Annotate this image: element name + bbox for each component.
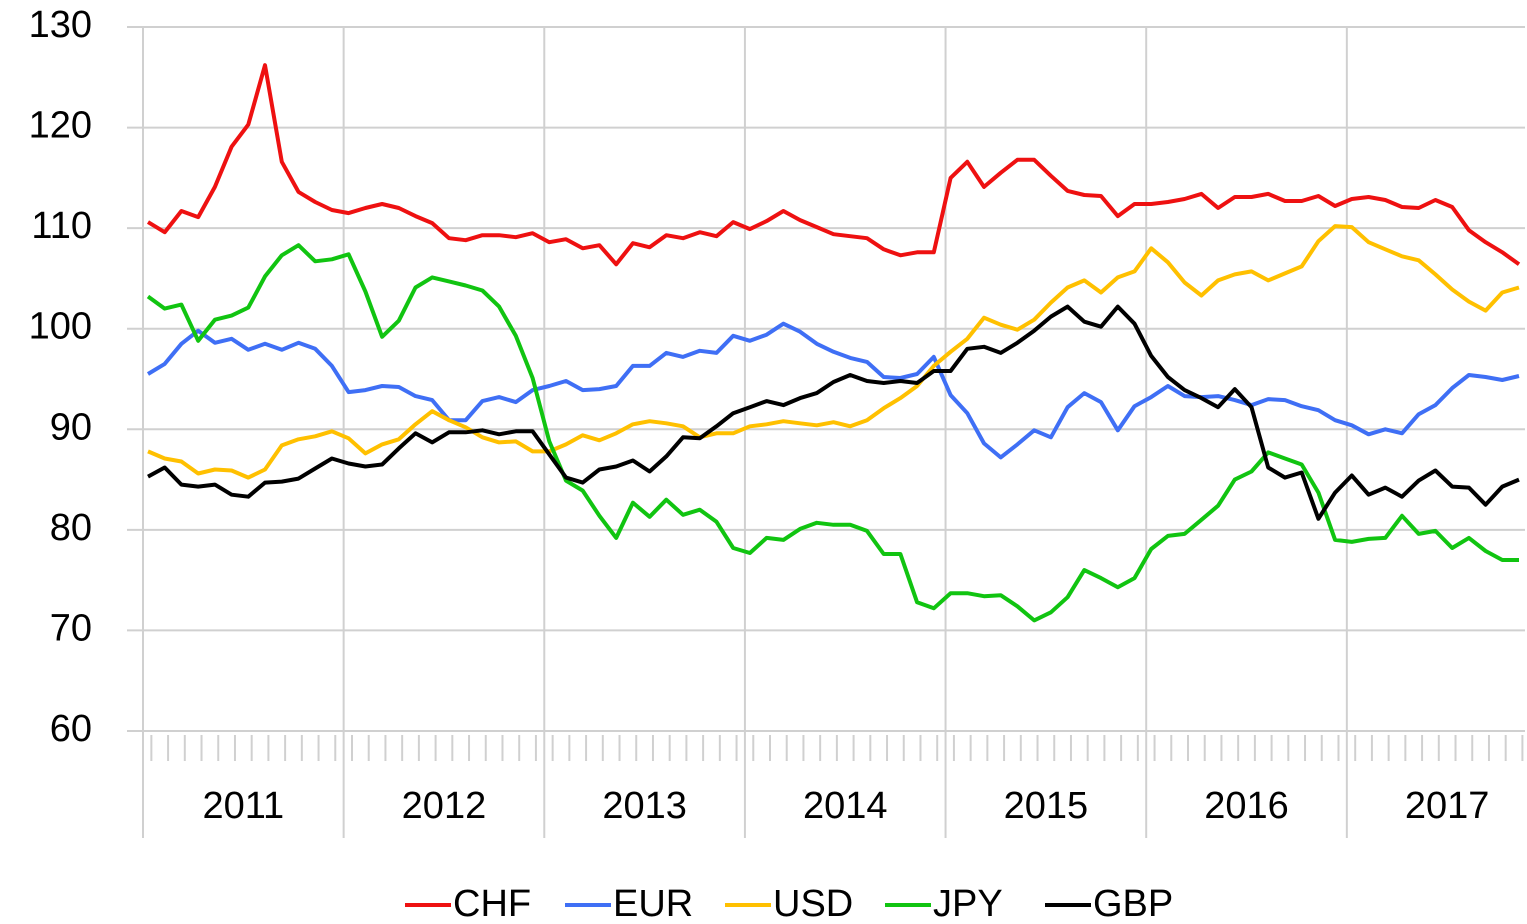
legend-label: CHF xyxy=(453,883,531,924)
legend-label: GBP xyxy=(1093,883,1173,924)
y-tick-label: 130 xyxy=(29,4,92,46)
legend-label: USD xyxy=(773,883,853,924)
y-tick-label: 80 xyxy=(50,507,92,549)
x-group-label: 2015 xyxy=(1004,785,1089,827)
y-tick-label: 70 xyxy=(50,607,92,649)
legend-label: JPY xyxy=(933,883,1003,924)
series-line xyxy=(146,243,1519,623)
y-tick-label: 120 xyxy=(29,105,92,147)
x-group-label: 2013 xyxy=(602,785,687,827)
series-line xyxy=(147,224,1520,480)
y-tick-label: 110 xyxy=(31,205,92,247)
x-group-label: 2011 xyxy=(202,785,284,827)
series-line xyxy=(146,63,1521,267)
x-group-label: 2014 xyxy=(803,785,888,827)
x-group-label: 2012 xyxy=(402,785,487,827)
series-line xyxy=(147,304,1520,521)
y-tick-label: 60 xyxy=(50,708,92,750)
legend: CHF EUR USD JPY GBP xyxy=(405,883,1173,924)
y-tick-label: 100 xyxy=(29,306,92,348)
x-group-label: 2017 xyxy=(1405,785,1490,827)
x-group-label: 2016 xyxy=(1204,785,1289,827)
series-line xyxy=(146,321,1520,460)
legend-label: EUR xyxy=(613,883,693,924)
y-tick-label: 90 xyxy=(50,406,92,448)
